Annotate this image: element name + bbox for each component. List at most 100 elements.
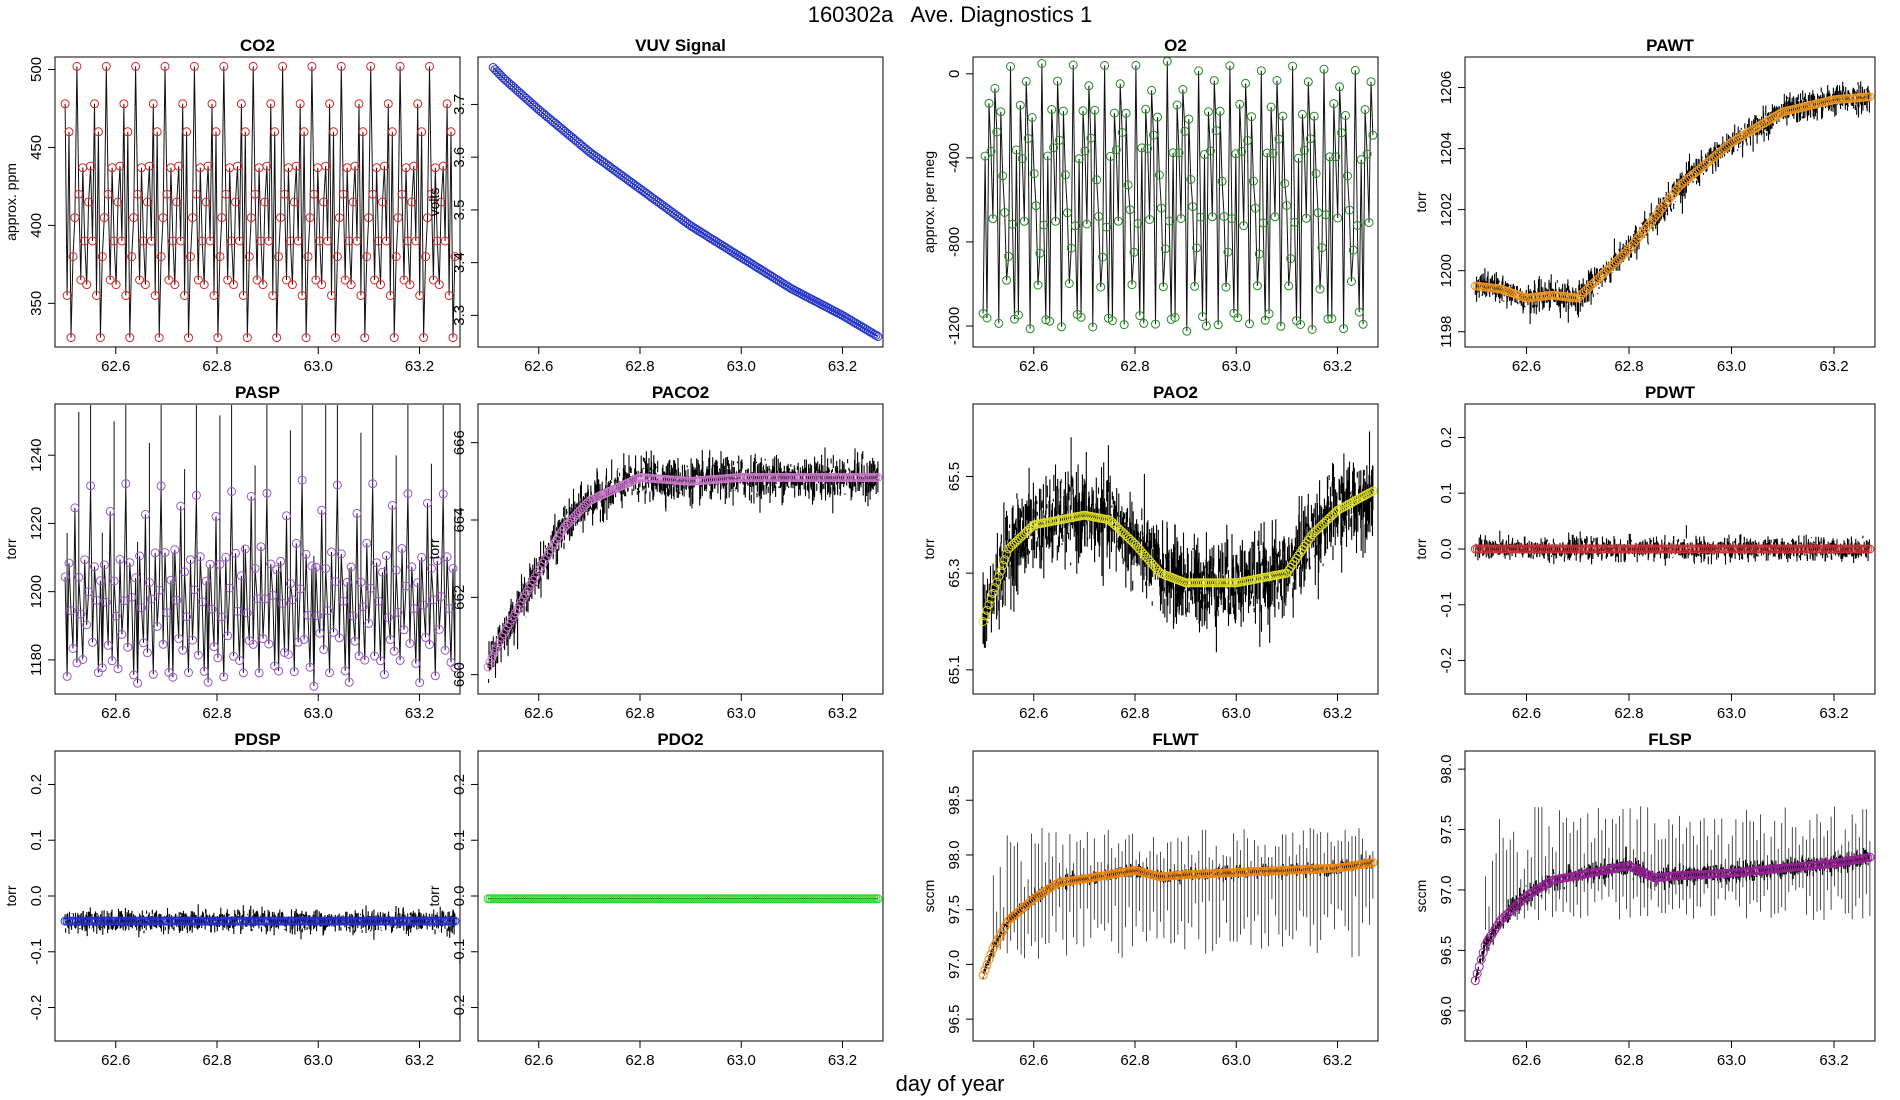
data-point	[1368, 130, 1378, 140]
data-point	[419, 333, 429, 343]
data-point	[295, 584, 305, 594]
data-point	[1323, 314, 1333, 324]
panel-title: PDWT	[1645, 383, 1696, 402]
data-point	[188, 635, 197, 645]
x-tick-label: 63.2	[405, 705, 434, 722]
x-tick-label: 63.0	[1222, 358, 1251, 375]
data-point	[397, 544, 407, 553]
data-point	[1125, 205, 1135, 215]
data-point	[1074, 154, 1084, 164]
data-point	[327, 291, 336, 300]
x-tick-label: 62.8	[202, 1052, 231, 1069]
data-point	[346, 280, 356, 290]
data-point	[1223, 247, 1233, 257]
data-point	[139, 638, 148, 648]
data-point	[305, 213, 315, 223]
data-point	[164, 275, 174, 285]
data-point	[211, 511, 221, 521]
data-point	[1319, 64, 1329, 74]
data-point	[133, 678, 143, 688]
data-point	[299, 635, 309, 644]
data-point	[211, 127, 221, 137]
data-point	[189, 61, 199, 71]
data-point	[442, 552, 452, 562]
data-point	[240, 544, 250, 554]
x-tick-label: 62.8	[1120, 358, 1149, 375]
data-point	[246, 213, 256, 223]
data-point	[978, 617, 988, 626]
data-point	[1135, 311, 1145, 321]
data-point	[117, 629, 127, 639]
data-point	[76, 609, 86, 619]
data-point	[436, 592, 446, 601]
data-point	[1090, 105, 1100, 115]
data-point	[1021, 76, 1031, 86]
data-point	[982, 960, 992, 970]
data-point	[1260, 315, 1270, 325]
data-point	[1057, 322, 1066, 332]
x-tick-label: 62.8	[1120, 705, 1149, 722]
data-point	[444, 604, 454, 613]
data-point	[225, 583, 235, 593]
data-point	[1174, 148, 1184, 158]
data-point	[92, 595, 101, 605]
data-point	[1237, 146, 1247, 156]
data-point	[483, 662, 493, 672]
data-point	[70, 213, 80, 223]
data-point	[1027, 113, 1037, 122]
x-tick-label: 62.8	[625, 705, 654, 722]
data-point	[1221, 282, 1231, 292]
data-point	[99, 213, 109, 223]
data-point	[1192, 243, 1202, 253]
y-tick-label: 0.1	[1438, 483, 1455, 504]
data-point	[1270, 212, 1280, 222]
data-point	[178, 645, 188, 655]
data-point	[213, 653, 223, 663]
data-point	[84, 197, 94, 207]
x-tick-label: 62.8	[1614, 1052, 1643, 1069]
series-area	[60, 405, 460, 691]
data-point	[1776, 108, 1786, 118]
plot-frame	[54, 750, 461, 1042]
data-point	[984, 955, 994, 964]
data-point	[92, 291, 101, 300]
data-point	[988, 588, 998, 598]
data-point	[364, 213, 374, 223]
data-point	[144, 578, 154, 588]
data-point	[1023, 134, 1033, 143]
data-point	[399, 275, 409, 285]
data-point	[74, 189, 84, 199]
data-point	[1252, 281, 1262, 291]
data-point	[1296, 320, 1305, 329]
y-tick-label: 98.0	[1438, 755, 1455, 784]
data-point	[1352, 221, 1362, 230]
data-point	[323, 606, 333, 616]
data-point	[1280, 179, 1290, 188]
data-point	[1084, 81, 1094, 91]
data-point	[260, 594, 270, 604]
y-tick-label: -0.2	[1438, 648, 1455, 674]
data-point	[1045, 316, 1055, 326]
y-tick-label: 65.1	[946, 655, 963, 684]
data-point	[317, 280, 327, 290]
data-point	[125, 558, 135, 568]
data-point	[62, 671, 72, 681]
data-point	[307, 561, 317, 571]
data-point	[352, 508, 362, 518]
data-point	[201, 576, 211, 586]
series-area	[978, 57, 1378, 336]
y-tick-label: 97.5	[946, 895, 963, 924]
data-point	[266, 559, 276, 569]
data-point	[1043, 151, 1053, 161]
panel-pdwt: PDWT torr 62.6 62.8 63.0 63.2 -0.2 -0.1 0.0 0.1 0.…	[1413, 383, 1876, 722]
data-point	[1107, 316, 1117, 326]
y-axis-label: approx. per meg	[921, 151, 937, 253]
data-point	[1133, 219, 1143, 228]
series-area	[1470, 806, 1875, 986]
data-point	[356, 291, 366, 300]
data-point	[1198, 312, 1207, 322]
data-point	[305, 662, 315, 672]
y-tick-label: 96.5	[1438, 936, 1455, 965]
data-point	[223, 275, 233, 285]
data-point	[154, 333, 164, 343]
